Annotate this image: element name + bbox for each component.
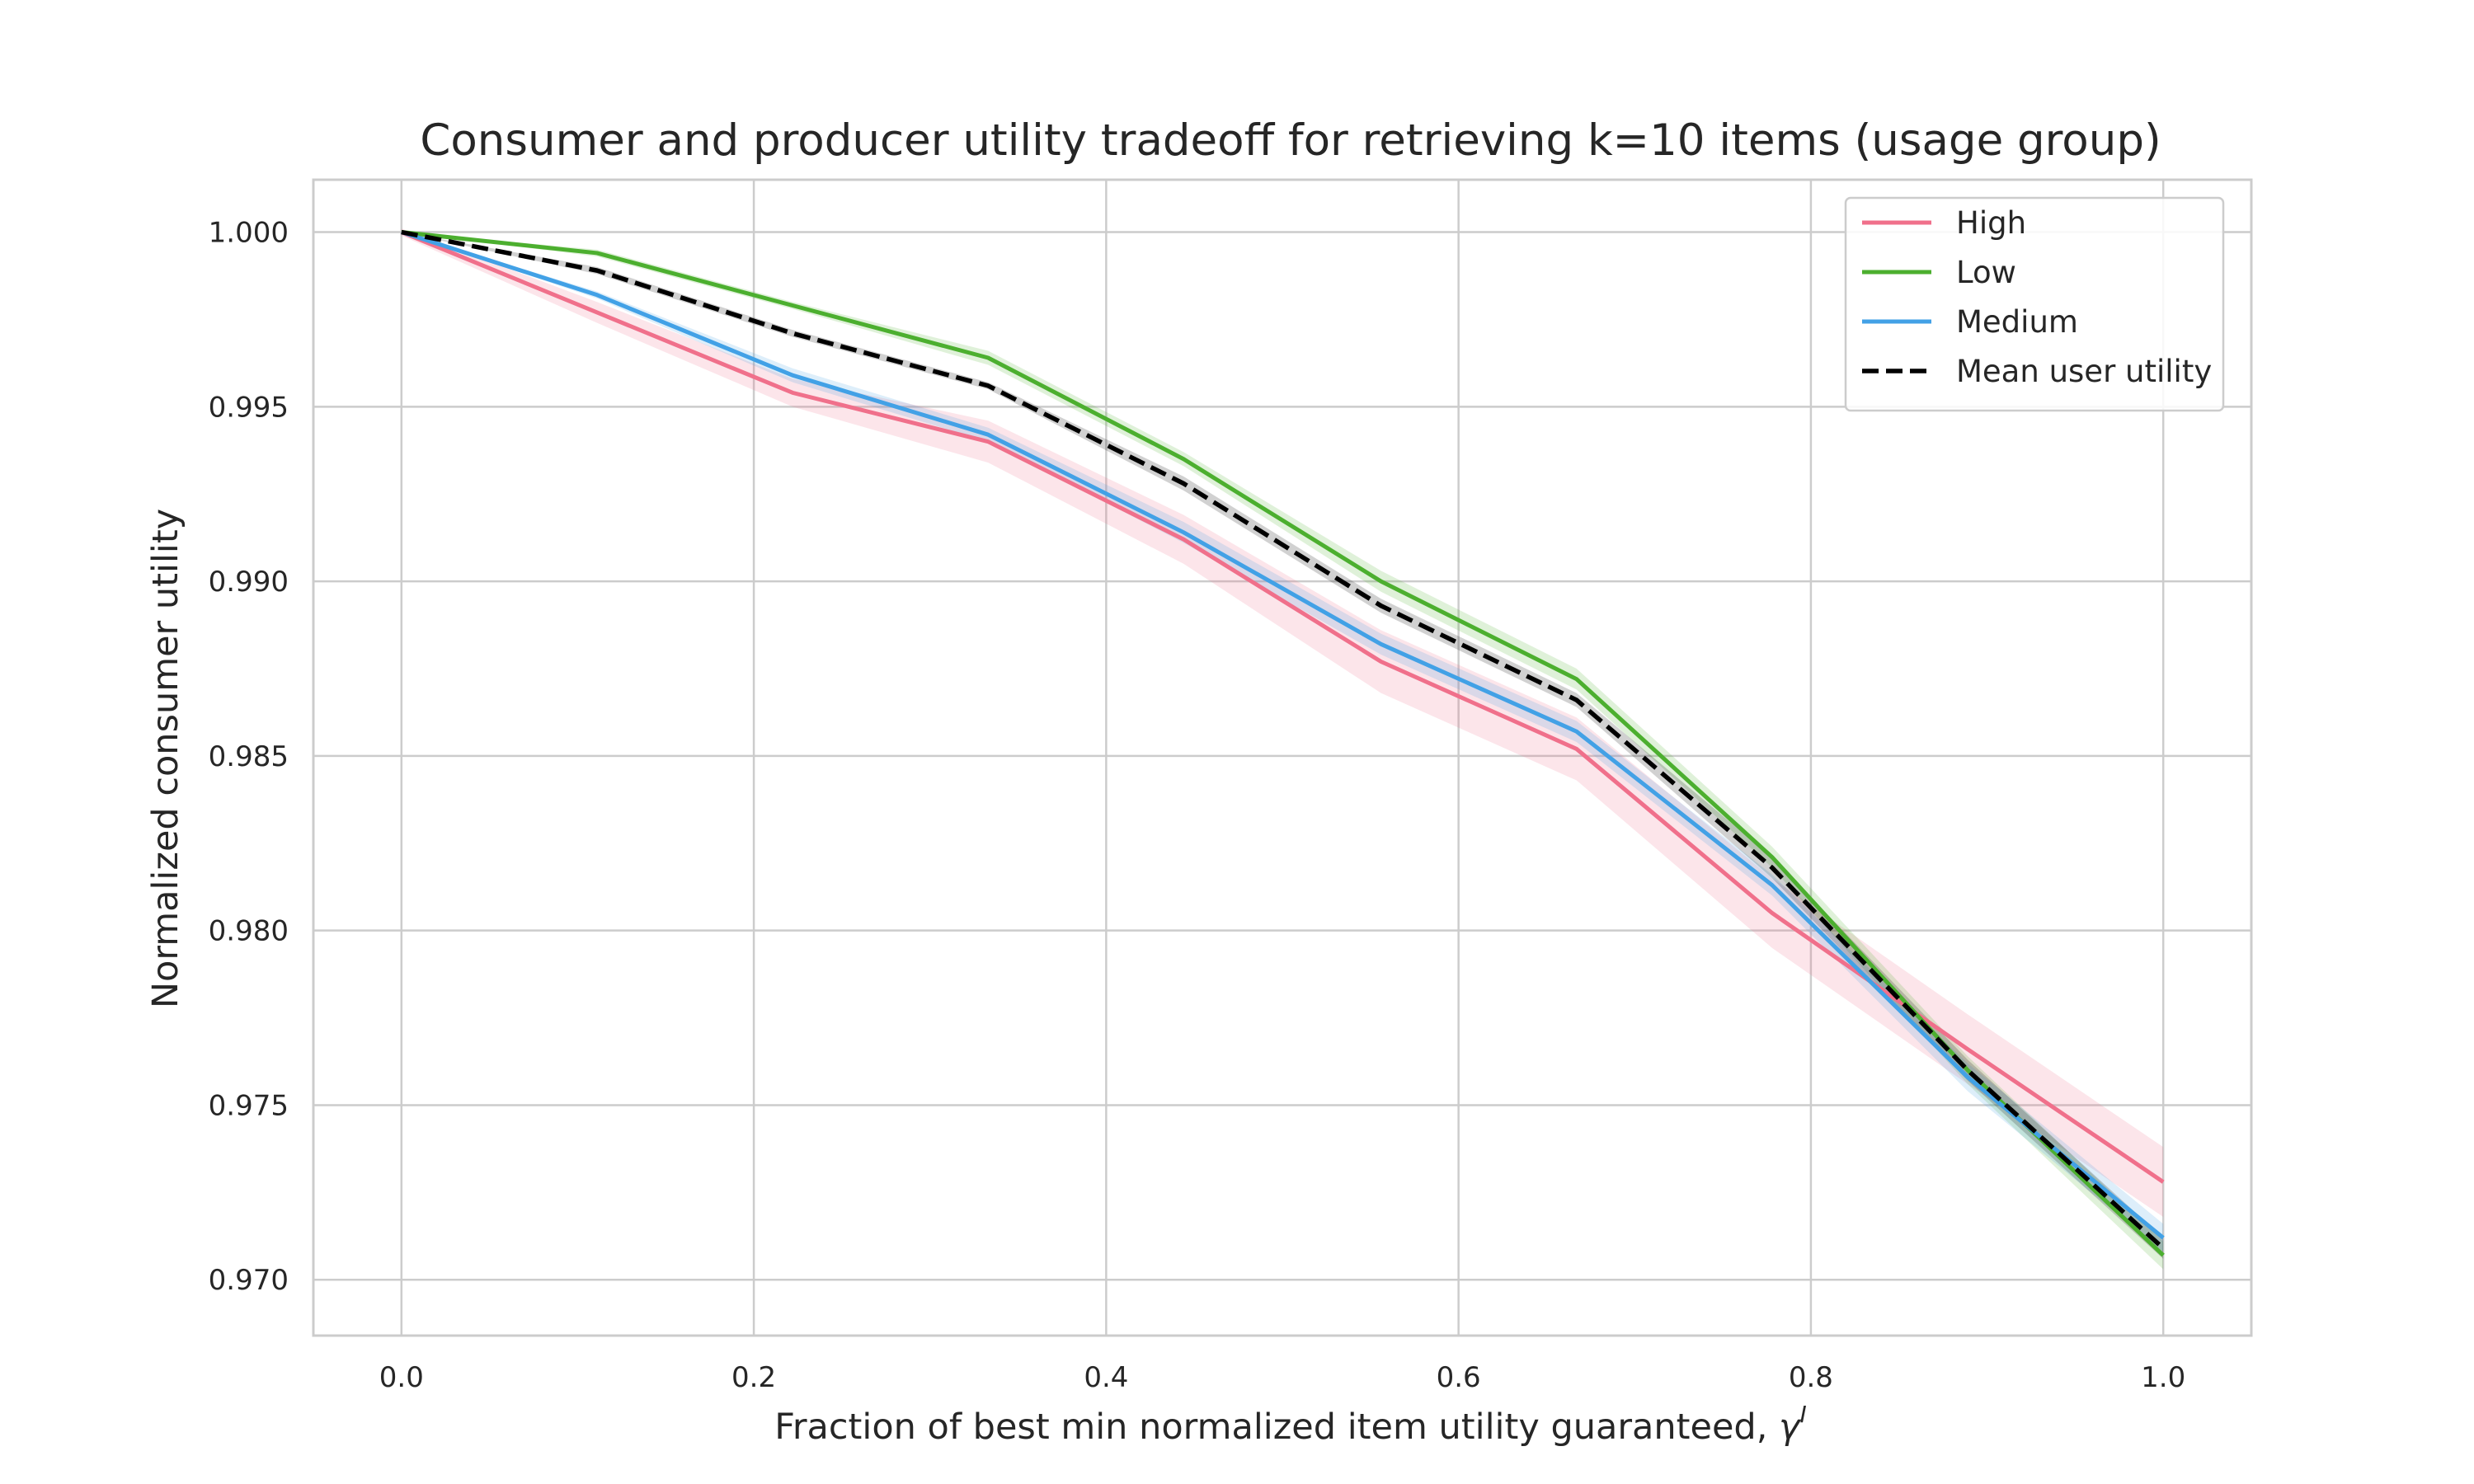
y-axis-label: Normalized consumer utility — [145, 509, 186, 1008]
legend-label: Low — [1956, 255, 2016, 290]
y-tick-label: 0.985 — [209, 740, 289, 773]
y-tick-label: 0.990 — [209, 566, 289, 599]
series-line-mean-user-utility — [401, 229, 2166, 1251]
legend-label: High — [1956, 205, 2026, 241]
legend-label: Mean user utility — [1956, 354, 2212, 389]
y-tick-label: 0.995 — [209, 391, 289, 424]
x-tick-label: 0.4 — [1084, 1361, 1128, 1394]
x-axis-label: Fraction of best min normalized item uti… — [774, 1401, 1807, 1448]
x-axis-label-text: Fraction of best min normalized item uti… — [774, 1407, 1779, 1448]
y-tick-label: 0.980 — [209, 915, 289, 948]
chart-title: Consumer and producer utility tradeoff f… — [420, 115, 2161, 166]
x-axis-ticks: 0.0 0.2 0.4 0.6 0.8 1.0 — [379, 1361, 2185, 1394]
series-lines — [400, 229, 2166, 1257]
series-line-medium — [401, 230, 2165, 1240]
legend: High Low Medium Mean user utility — [1844, 196, 2225, 412]
plot-frame — [312, 178, 2253, 1337]
y-tick-label: 0.970 — [209, 1264, 289, 1297]
y-axis-ticks: 0.970 0.975 0.980 0.985 0.990 0.995 1.000 — [209, 217, 289, 1298]
y-tick-label: 0.975 — [209, 1089, 289, 1122]
y-tick-label: 1.000 — [209, 217, 289, 250]
x-tick-label: 0.6 — [1437, 1361, 1481, 1394]
x-tick-label: 1.0 — [2141, 1361, 2185, 1394]
x-axis-label-symbol: γ — [1779, 1407, 1802, 1448]
legend-label: Medium — [1956, 304, 2078, 340]
x-tick-label: 0.0 — [379, 1361, 424, 1394]
series-line-low — [401, 230, 2165, 1257]
legend-box — [1844, 196, 2225, 412]
x-axis-label-superscript: I — [1799, 1401, 1806, 1428]
x-tick-label: 0.8 — [1789, 1361, 1833, 1394]
x-tick-label: 0.2 — [731, 1361, 776, 1394]
